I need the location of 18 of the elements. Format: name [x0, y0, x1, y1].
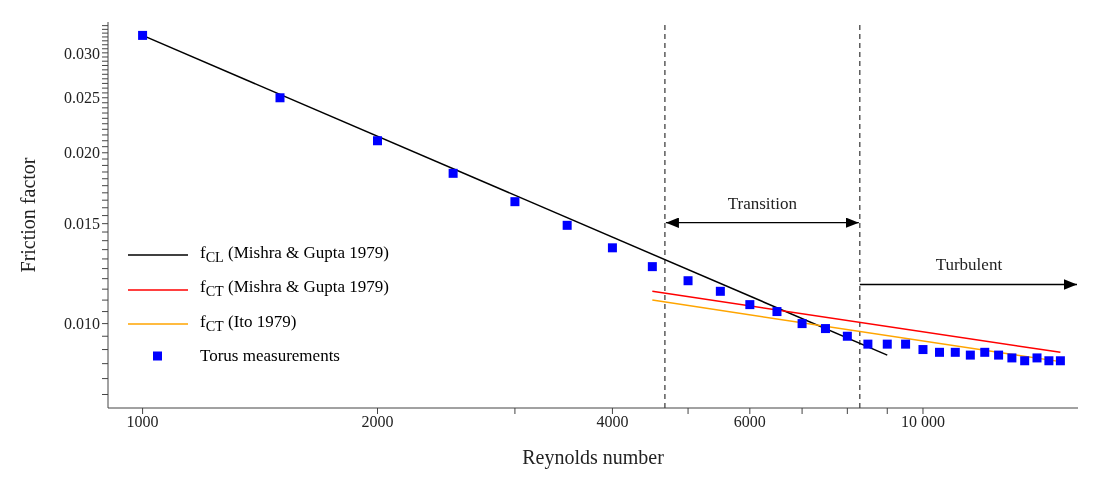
x-tick-label: 4000	[596, 413, 629, 431]
y-axis-title: Friction factor	[17, 157, 40, 273]
x-tick-label: 6000	[733, 413, 766, 431]
x-tick-label: 2000	[361, 413, 394, 431]
x-axis-title: Reynolds number	[522, 446, 665, 469]
legend-label: Torus measurements	[200, 345, 340, 368]
legend-label: f$_{CT}$ (Mishra & Gupta 1979)	[200, 276, 390, 302]
x-tick-label: 10 000	[900, 413, 945, 431]
annotation: Turbulent	[935, 255, 1003, 275]
y-tick-label: 0.015	[64, 215, 100, 233]
legend-label: f$_{CL}$ (Mishra & Gupta 1979)	[200, 242, 390, 268]
annotation: Transition	[727, 193, 798, 213]
y-tick-label: 0.020	[64, 144, 100, 162]
y-tick-label: 0.030	[64, 44, 100, 62]
y-tick-label: 0.010	[64, 315, 100, 333]
x-tick-label: 1000	[126, 413, 159, 431]
y-tick-label: 0.025	[64, 89, 100, 107]
legend-label: f$_{CT}$ (Ito 1979)	[200, 310, 297, 337]
